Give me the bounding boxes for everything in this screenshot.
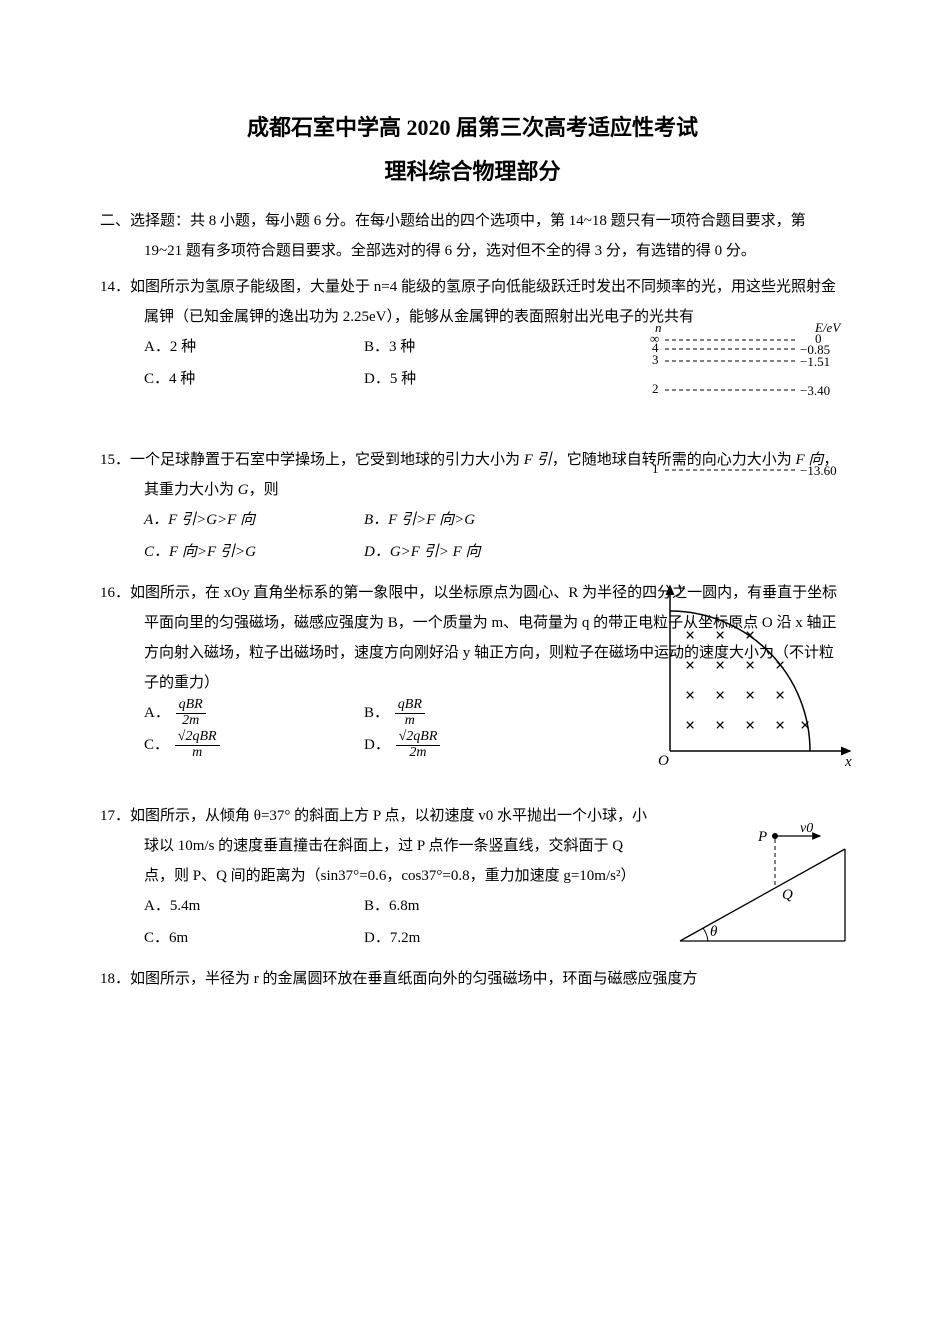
q16-optA: A． qBR2m — [144, 698, 364, 730]
q16-fracB-den: m — [395, 714, 425, 729]
svg-text:×: × — [745, 625, 755, 645]
q16-fracA-den: 2m — [176, 714, 206, 729]
q17-optA: A．5.4m — [144, 891, 364, 923]
q17-text: 如图所示，从倾角 θ=37° 的斜面上方 P 点，以初速度 v0 水平抛出一个小… — [130, 808, 647, 884]
svg-text:×: × — [745, 715, 755, 735]
q15-G: G — [238, 482, 249, 498]
v0-label: v0 — [800, 821, 813, 836]
q17-optB: B．6.8m — [364, 891, 584, 923]
svg-text:×: × — [775, 685, 785, 705]
q16-fracD-num: √2qBR — [396, 730, 441, 746]
title-sub: 理科综合物理部分 — [100, 154, 845, 186]
lvl2-E: −3.40 — [800, 383, 830, 398]
svg-text:×: × — [775, 655, 785, 675]
q16-optB-label: B． — [364, 705, 389, 721]
x-axis-label: x — [844, 754, 852, 770]
y-axis-label: y — [676, 581, 685, 597]
q17-optC: C．6m — [144, 923, 364, 955]
q18-number: 18． — [100, 971, 130, 987]
q14-optB: B．3 种 — [364, 332, 584, 364]
q16-optD: D． √2qBR2m — [364, 730, 584, 762]
q17-incline-diagram: P v0 Q θ — [670, 821, 855, 951]
q16-fracB-num: qBR — [395, 698, 425, 714]
lvl3-E: −1.51 — [800, 354, 830, 369]
question-17: 17．如图所示，从倾角 θ=37° 的斜面上方 P 点，以初速度 v0 水平抛出… — [100, 801, 845, 954]
q15-number: 15． — [100, 452, 130, 468]
q16-fracA-num: qBR — [176, 698, 206, 714]
q16-optC-label: C． — [144, 737, 169, 753]
quarter-circle-svg: x y O × × × × × × × × × × × × × × × × — [650, 581, 855, 771]
q15-Fyin: F 引 — [524, 452, 552, 468]
svg-text:×: × — [715, 685, 725, 705]
svg-text:×: × — [775, 715, 785, 735]
q16-fracD-den: 2m — [396, 746, 441, 761]
section-instructions: 二、选择题：共 8 小题，每小题 6 分。在每小题给出的四个选项中，第 14~1… — [100, 206, 845, 266]
q18-text: 如图所示，半径为 r 的金属圆环放在垂直纸面向外的匀强磁场中，环面与磁感应强度方 — [130, 971, 698, 987]
P-label: P — [757, 829, 767, 845]
q15-end: ，则 — [249, 482, 279, 498]
incline-svg: P v0 Q θ — [670, 821, 855, 951]
question-16: 16．如图所示，在 xOy 直角坐标系的第一象限中，以坐标原点为圆心、R 为半径… — [100, 578, 845, 761]
q16-optD-label: D． — [364, 737, 390, 753]
svg-text:×: × — [685, 625, 695, 645]
q14-optC: C．4 种 — [144, 364, 364, 396]
q15-optA: A．F 引>G>F 向 — [144, 505, 364, 537]
lvl2-n: 2 — [652, 381, 659, 396]
q15-Fxiang: F 向 — [795, 452, 823, 468]
svg-text:×: × — [715, 655, 725, 675]
q15-optC: C．F 向>F 引>G — [144, 537, 364, 569]
q16-magnetic-diagram: x y O × × × × × × × × × × × × × × × × — [650, 581, 855, 771]
q16-optB: B． qBRm — [364, 698, 584, 730]
svg-text:×: × — [685, 715, 695, 735]
svg-text:×: × — [685, 685, 695, 705]
q15-optD: D．G>F 引> F 向 — [364, 537, 584, 569]
q16-optA-label: A． — [144, 705, 170, 721]
title-main: 成都石室中学高 2020 届第三次高考适应性考试 — [100, 110, 845, 142]
svg-text:×: × — [745, 685, 755, 705]
q16-optC: C． √2qBRm — [144, 730, 364, 762]
q16-fracC-num: √2qBR — [175, 730, 220, 746]
svg-text:×: × — [800, 715, 810, 735]
lvl3-n: 3 — [652, 352, 659, 367]
svg-text:×: × — [715, 625, 725, 645]
exam-page: 成都石室中学高 2020 届第三次高考适应性考试 理科综合物理部分 二、选择题：… — [0, 0, 945, 1044]
q15-optB: B．F 引>F 向>G — [364, 505, 584, 537]
q15-mid1: ，它随地球自转所需的向心力大小为 — [552, 452, 796, 468]
Q-label: Q — [782, 887, 793, 903]
theta-label: θ — [710, 924, 718, 940]
q17-optD: D．7.2m — [364, 923, 584, 955]
q14-optA: A．2 种 — [144, 332, 364, 364]
q15-pre: 一个足球静置于石室中学操场上，它受到地球的引力大小为 — [130, 452, 524, 468]
q14-optD: D．5 种 — [364, 364, 584, 396]
q17-number: 17． — [100, 808, 130, 824]
q15-options: A．F 引>G>F 向 B．F 引>F 向>G C．F 向>F 引>G D．G>… — [100, 505, 845, 568]
svg-text:×: × — [745, 655, 755, 675]
svg-text:×: × — [685, 655, 695, 675]
question-15: 15．一个足球静置于石室中学操场上，它受到地球的引力大小为 F 引，它随地球自转… — [100, 445, 845, 568]
svg-text:×: × — [715, 715, 725, 735]
q14-number: 14． — [100, 279, 130, 295]
q16-number: 16． — [100, 585, 130, 601]
question-18: 18．如图所示，半径为 r 的金属圆环放在垂直纸面向外的匀强磁场中，环面与磁感应… — [100, 964, 845, 994]
question-14: 14．如图所示为氢原子能级图，大量处于 n=4 能级的氢原子向低能级跃迁时发出不… — [100, 272, 845, 395]
origin-label: O — [658, 753, 669, 769]
q14-text: 如图所示为氢原子能级图，大量处于 n=4 能级的氢原子向低能级跃迁时发出不同频率… — [130, 279, 836, 325]
q16-fracC-den: m — [175, 746, 220, 761]
